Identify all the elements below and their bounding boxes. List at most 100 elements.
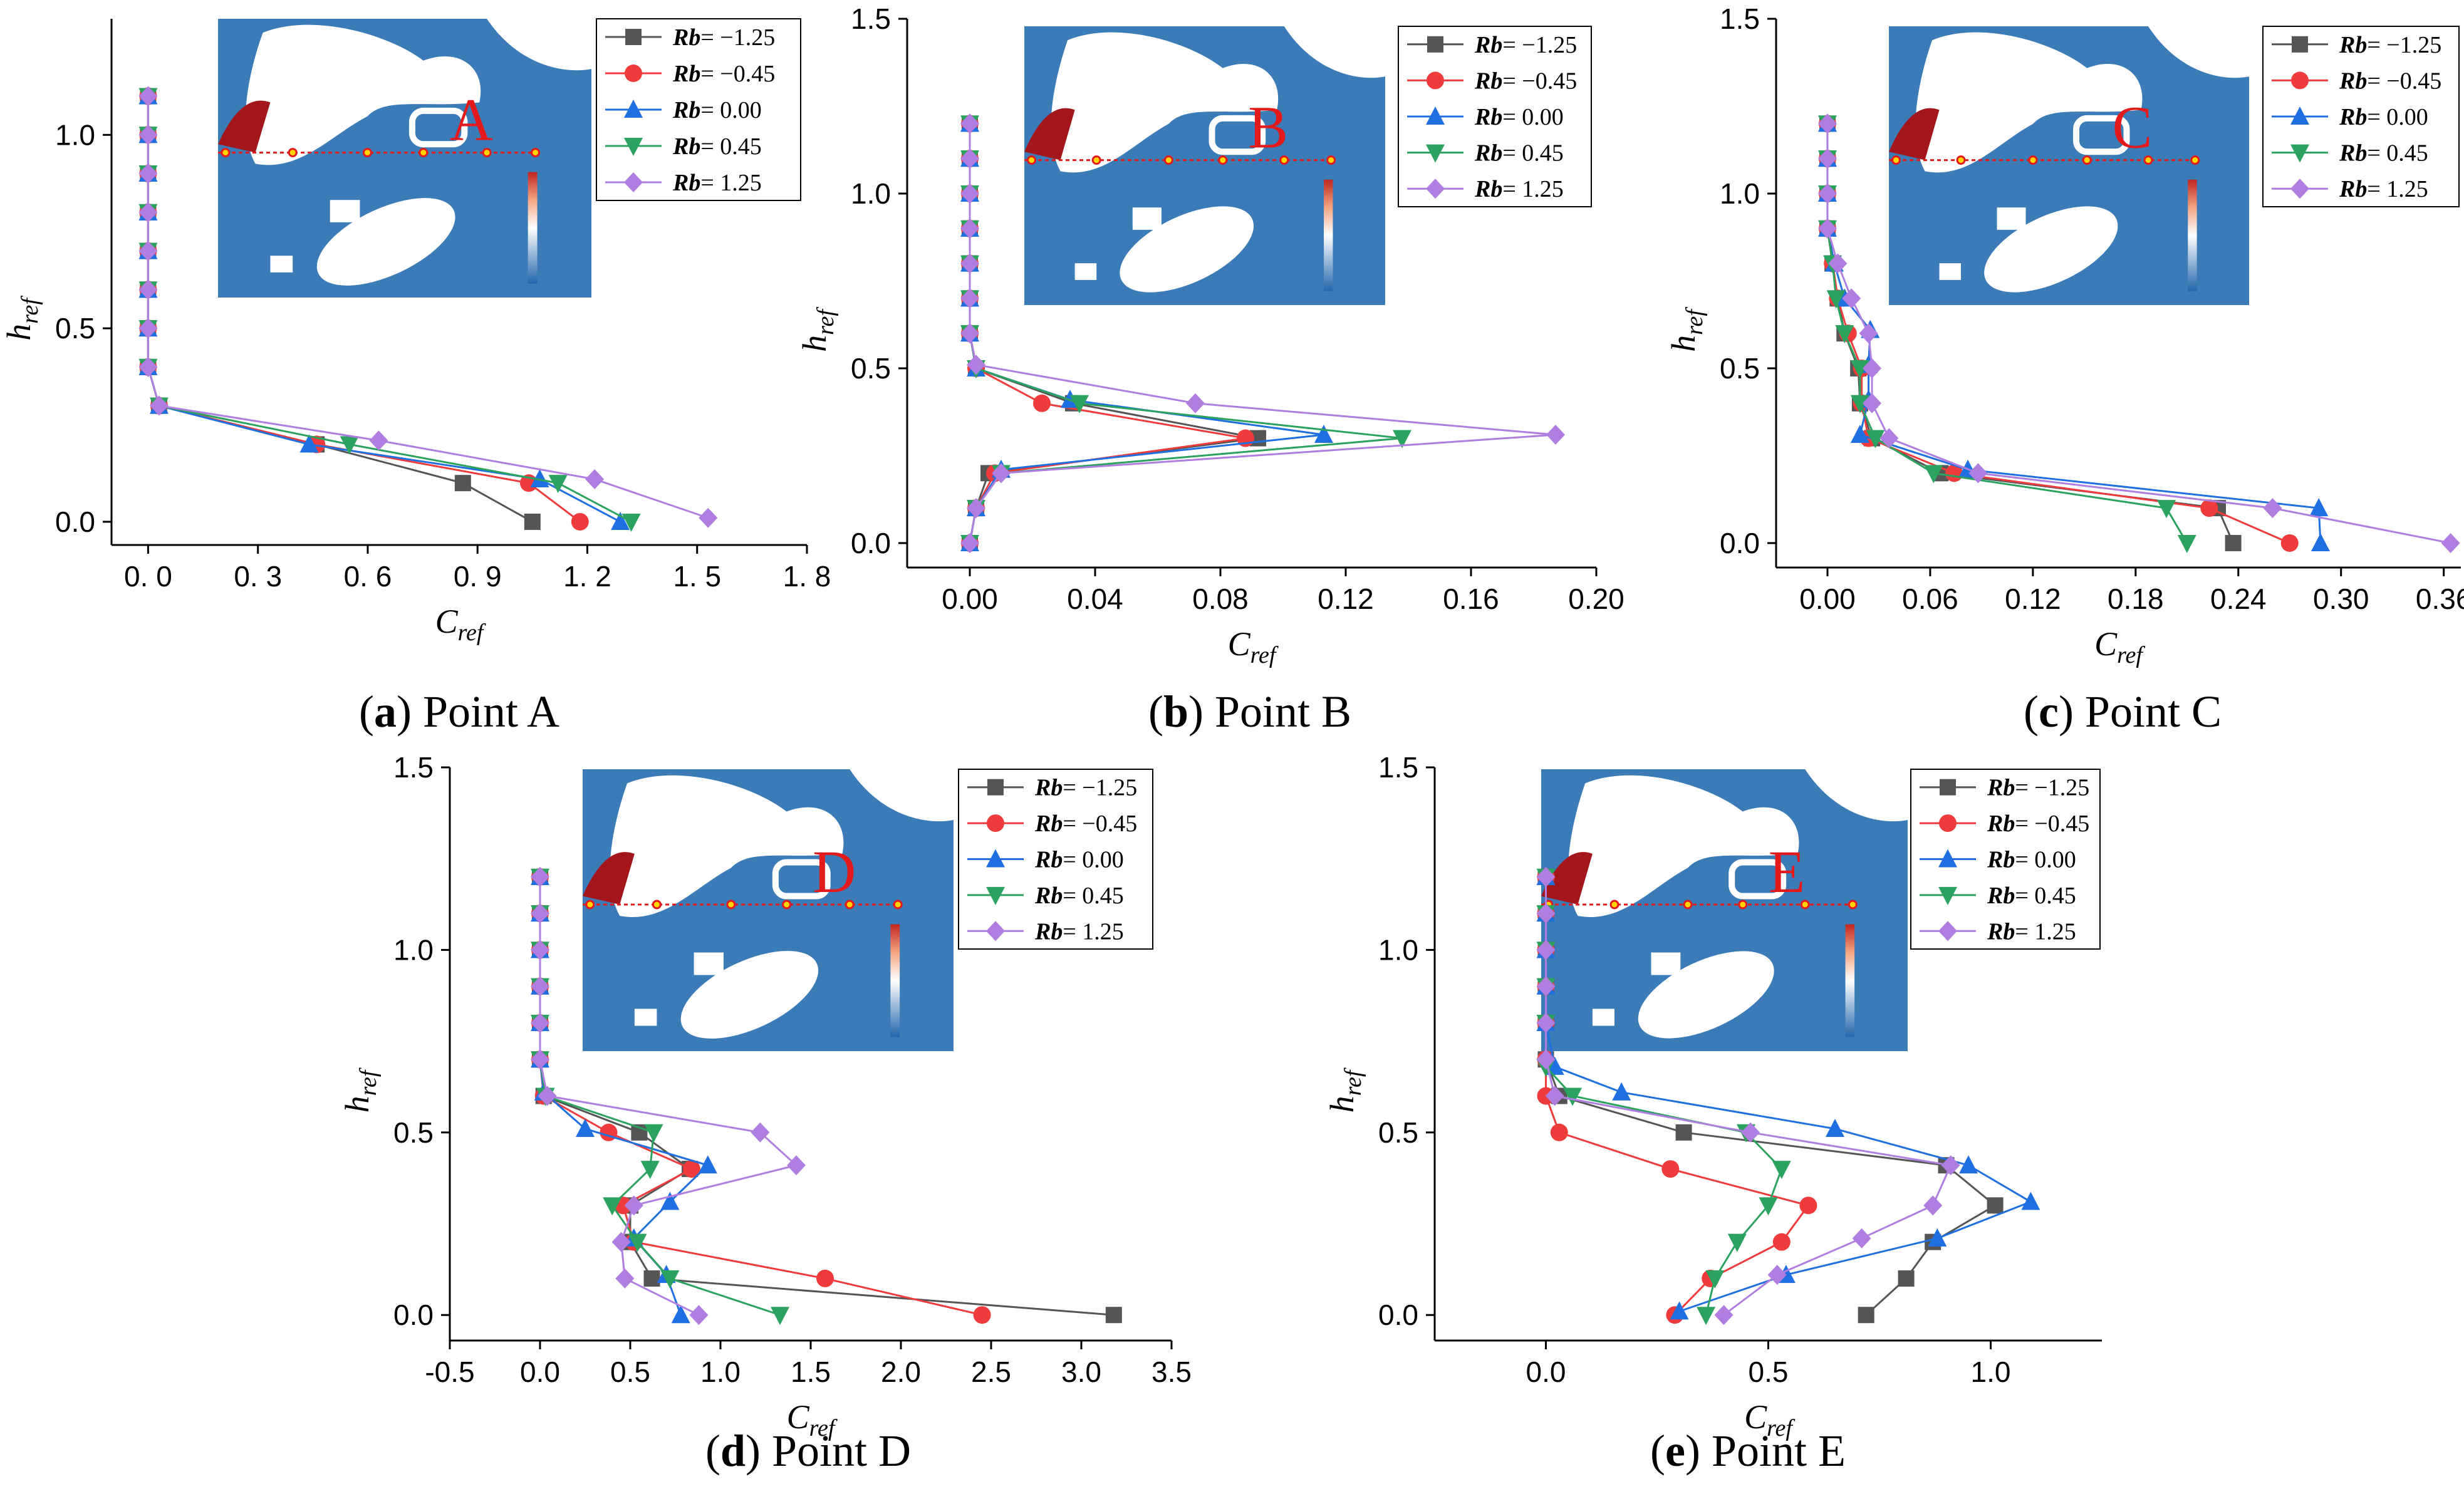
legend-label-var: Rb	[672, 97, 700, 123]
x-tick-label: 0.06	[1902, 583, 1958, 615]
sampling-point	[726, 900, 736, 910]
x-tick-label: 0.12	[1318, 583, 1374, 615]
inset-letter: D	[813, 838, 856, 905]
legend-label: Rb= 1.25	[1474, 176, 1564, 202]
legend-marker	[2290, 179, 2309, 199]
inset-plume	[1541, 852, 1593, 905]
legend-label-value: = 0.45	[2367, 140, 2428, 167]
data-point	[689, 1305, 709, 1326]
data-point	[538, 1086, 557, 1106]
data-point	[1850, 395, 1869, 413]
legend-label-value: = 0.00	[2367, 104, 2428, 130]
legend-label: Rb= 0.45	[1474, 140, 1564, 167]
sampling-point	[1163, 155, 1173, 165]
caption-paren: (	[359, 687, 374, 737]
caption-letter: d	[720, 1426, 746, 1476]
data-point	[585, 469, 605, 489]
data-point	[1817, 183, 1837, 204]
data-point	[1186, 393, 1205, 413]
legend-marker	[1426, 179, 1445, 199]
legend-label: Rb= −1.25	[2339, 32, 2441, 58]
caption-paren: )	[1188, 687, 1203, 737]
sampling-point	[1218, 155, 1228, 165]
y-axis-title: href	[1665, 307, 1708, 352]
data-point	[149, 395, 169, 416]
sampling-point	[482, 148, 492, 158]
y-tick-label: 0.5	[851, 352, 891, 385]
legend-label: Rb= 0.45	[672, 133, 762, 160]
data-point	[138, 356, 158, 377]
inset-building	[330, 200, 360, 222]
legend-marker	[1940, 779, 1956, 796]
data-point	[786, 1155, 806, 1176]
legend-label-value: = 0.00	[2015, 847, 2076, 873]
x-tick-label: 0.00	[1799, 583, 1856, 615]
y-tick-label: 1.0	[55, 118, 95, 151]
legend-label-value: = −1.25	[2015, 775, 2089, 801]
data-point	[2280, 534, 2299, 552]
caption-text: Point D	[761, 1426, 911, 1476]
x-axis-title-sub: ref	[458, 620, 486, 646]
caption-paren: )	[2059, 687, 2074, 737]
x-tick-label: 1. 8	[783, 560, 831, 593]
y-tick-label: 0.5	[1378, 1116, 1418, 1149]
data-point	[1670, 1301, 1689, 1320]
data-point	[576, 1118, 595, 1137]
data-point	[960, 253, 979, 274]
data-point	[682, 1160, 700, 1178]
legend-label-var: Rb	[1034, 847, 1063, 873]
panel-caption: (d) Point D	[705, 1426, 911, 1476]
data-point	[531, 976, 549, 997]
inset-colorbar	[890, 924, 900, 1037]
data-point	[628, 1233, 647, 1252]
legend-label-var: Rb	[1987, 918, 2015, 945]
data-point	[1835, 325, 1854, 344]
legend-label: Rb= −1.25	[1474, 32, 1577, 58]
data-point	[960, 148, 979, 169]
data-point	[1850, 424, 1869, 443]
legend-marker	[2290, 106, 2309, 125]
data-point	[1546, 424, 1565, 445]
legend-marker	[624, 138, 643, 156]
data-point	[1817, 218, 1837, 239]
x-tick-label: 1. 5	[673, 560, 721, 593]
legend-marker	[1939, 814, 1957, 833]
legend-label-var: Rb	[1474, 68, 1502, 94]
data-point	[1852, 1228, 1871, 1248]
caption-letter: a	[374, 687, 397, 737]
x-tick-label: 3.5	[1151, 1356, 1192, 1388]
data-point	[1767, 1265, 1787, 1285]
x-tick-label: 0.20	[1568, 583, 1624, 615]
panel-a: 0. 0 0. 3 0. 6 0. 9 1. 2 1. 5 1. 8 0.0 0.5 1.0 Cre…	[0, 18, 831, 737]
inset-land	[850, 769, 954, 822]
legend-label: Rb= 0.00	[672, 97, 762, 123]
data-point	[2311, 532, 2330, 551]
sampling-point	[288, 148, 298, 158]
inset-island	[316, 198, 455, 286]
inset-land	[1284, 26, 1385, 78]
data-point	[1799, 1196, 1817, 1215]
legend-label: Rb= −0.45	[1034, 811, 1137, 837]
data-point	[621, 513, 641, 532]
legend-label-var: Rb	[672, 24, 700, 51]
inset-building	[1592, 1009, 1614, 1026]
data-point	[1550, 1123, 1568, 1141]
sampling-point	[1279, 155, 1289, 165]
legend-label-var: Rb	[672, 133, 700, 160]
data-point	[1536, 1049, 1556, 1070]
caption-paren: )	[1685, 1426, 1700, 1476]
x-tick-label: 0.12	[2005, 583, 2061, 615]
y-axis-title-sub: ref	[1682, 307, 1708, 335]
x-tick-label: 0.0	[1526, 1356, 1566, 1388]
data-point	[1879, 428, 1899, 449]
data-point	[138, 279, 158, 300]
legend-label-var: Rb	[2339, 104, 2367, 130]
legend-label: Rb= −0.45	[672, 61, 775, 87]
legend-label: Rb= 0.45	[2339, 140, 2428, 167]
data-point	[138, 86, 158, 106]
legend-label-value: = 1.25	[700, 170, 761, 196]
legend-label-value: = −0.45	[700, 61, 775, 87]
inset-land	[2148, 26, 2249, 78]
legend-label: Rb= 0.00	[1474, 104, 1564, 130]
